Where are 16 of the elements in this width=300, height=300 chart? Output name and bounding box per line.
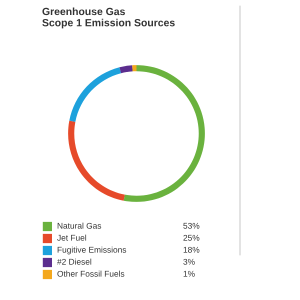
legend-label: #2 Diesel (57, 258, 92, 265)
donut-slice (124, 65, 205, 202)
legend-label: Fugitive Emissions (58, 246, 126, 254)
donut-slice (69, 67, 122, 122)
legend-label: Other Fossil Fuels (57, 270, 124, 277)
legend-label: Jet Fuel (57, 234, 86, 241)
data-label: 18% (184, 246, 200, 253)
chart-title: Greenhouse Gas Scope 1 Emission Sources (42, 8, 175, 28)
donut-slice (132, 65, 136, 72)
donut-slice (68, 120, 125, 201)
data-label: 25% (183, 234, 200, 241)
donut-slice (119, 65, 133, 74)
data-label: 3% (183, 258, 195, 265)
legend-label: Natural Gas (58, 222, 102, 229)
data-label: 1% (184, 270, 195, 277)
data-label: 53% (183, 222, 200, 229)
